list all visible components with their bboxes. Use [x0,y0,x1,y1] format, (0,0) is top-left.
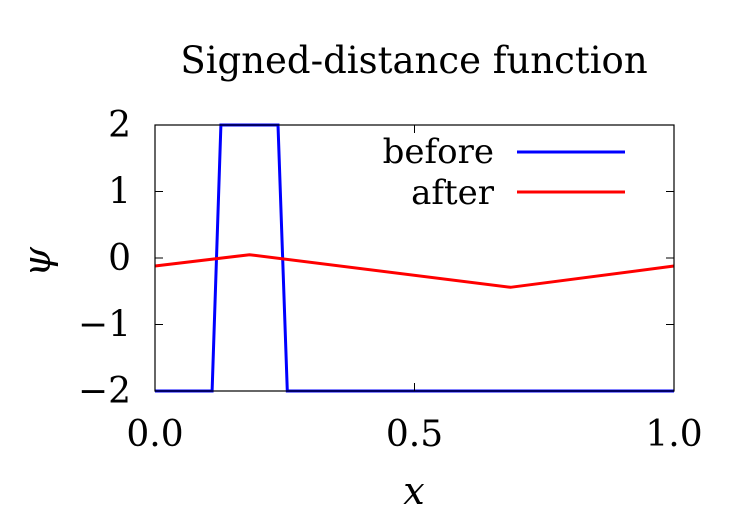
y-tick-label: −1 [78,305,131,346]
legend-label-after: after [411,173,495,213]
y-tick-label: 1 [108,172,131,213]
x-tick-label: 1.0 [645,414,702,455]
x-axis-label: x [403,469,424,513]
y-tick-label: −2 [78,371,131,412]
chart-title: Signed-distance function [180,39,647,82]
x-tick-label: 0.5 [386,414,443,455]
y-tick-label: 0 [108,238,131,279]
ticks-layer: 0.0 0.5 1.0 −2 −1 0 1 2 [78,105,703,455]
x-tick-label: 0.0 [126,414,183,455]
y-tick-label: 2 [108,105,131,146]
legend: before after [383,132,625,213]
y-axis-label: ψ [15,246,59,277]
series-line-after [154,253,675,289]
legend-label-before: before [383,132,494,172]
